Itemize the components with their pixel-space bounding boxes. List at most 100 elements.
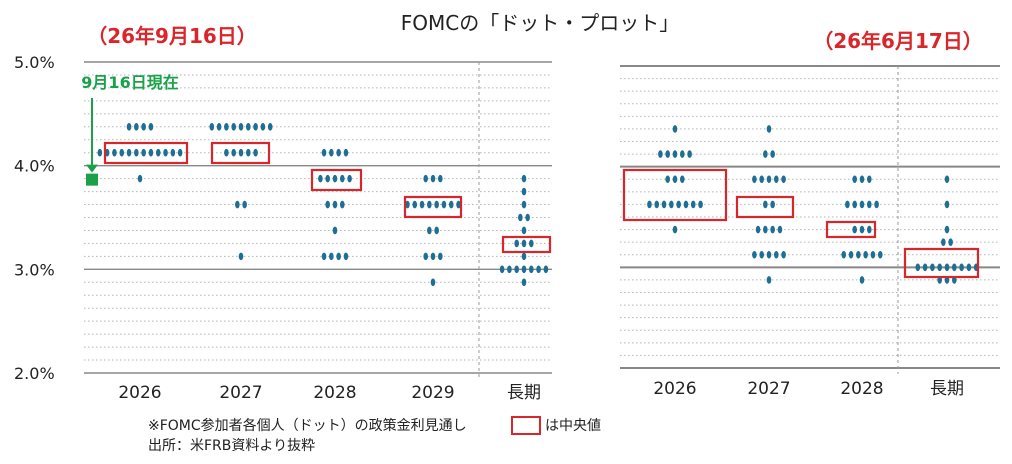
dot — [134, 148, 139, 157]
dot — [672, 225, 678, 234]
dot — [448, 200, 454, 209]
date-label: （26年6月17日） — [813, 29, 983, 53]
dot — [321, 148, 327, 157]
dot — [325, 174, 331, 183]
category-label: 2028 — [840, 379, 883, 399]
dot — [856, 250, 861, 259]
dot — [777, 225, 783, 234]
dot — [665, 175, 670, 184]
dot — [766, 250, 772, 259]
dot — [521, 252, 527, 261]
dot — [521, 265, 527, 274]
dot — [669, 200, 674, 209]
dot — [238, 122, 244, 131]
dot — [763, 150, 768, 158]
dot — [521, 200, 527, 209]
category-label: 2028 — [313, 383, 356, 403]
dot — [521, 239, 527, 248]
dot — [536, 265, 541, 274]
dot — [246, 122, 251, 131]
y-tick-label: 4.0% — [14, 157, 55, 176]
dot — [859, 276, 865, 284]
category-label: 2026 — [118, 383, 161, 403]
dot — [543, 265, 549, 274]
dot — [209, 122, 215, 131]
current-rate-label: 9月16日現在 — [81, 73, 178, 92]
dot — [332, 226, 338, 235]
dot — [499, 265, 505, 274]
dot — [235, 200, 240, 209]
dot — [332, 200, 338, 209]
dot — [430, 174, 436, 183]
dot — [687, 150, 692, 158]
left-panel: 5.0% 4.0% 3.0% 2.0% （26年9月16日） 2026 2027 2028 20… — [14, 24, 552, 403]
footnote-line-2: 出所：米FRB資料より抜粋 — [148, 438, 315, 454]
dot — [529, 265, 534, 274]
dot — [680, 150, 685, 158]
dot — [944, 225, 950, 234]
dot — [930, 263, 935, 272]
y-tick-label: 2.0% — [14, 364, 55, 383]
dot — [412, 200, 418, 209]
category-label: 2027 — [219, 383, 262, 403]
dot — [97, 148, 103, 157]
dot — [332, 174, 338, 183]
dot — [253, 148, 258, 157]
median-box — [622, 168, 728, 222]
date-label: （26年9月16日） — [87, 24, 257, 48]
dot — [680, 175, 685, 184]
dot — [781, 250, 786, 259]
dot — [647, 200, 652, 209]
median-box — [310, 168, 363, 192]
dot — [438, 174, 443, 183]
dot — [521, 226, 527, 235]
dot — [672, 125, 678, 133]
dot — [521, 187, 527, 196]
dot — [867, 225, 872, 234]
dot — [770, 150, 775, 158]
category-label: 長期 — [930, 379, 964, 399]
category-label: 2026 — [653, 379, 696, 399]
dot — [336, 148, 341, 157]
dot — [759, 250, 764, 259]
dot — [347, 174, 352, 183]
dot — [514, 239, 519, 248]
dot — [852, 200, 857, 209]
dot — [944, 263, 950, 272]
dot — [763, 225, 768, 234]
current-rate-marker — [86, 173, 98, 186]
dot — [752, 175, 757, 184]
dot — [658, 150, 663, 158]
dot — [944, 175, 950, 184]
dot — [177, 148, 183, 157]
dot — [877, 250, 883, 259]
dot — [260, 122, 266, 131]
dot — [242, 200, 247, 209]
dot — [774, 175, 779, 184]
dot — [518, 213, 523, 222]
dot — [427, 200, 432, 209]
dot — [759, 175, 764, 184]
dot — [959, 263, 964, 272]
dot — [325, 200, 331, 209]
dot — [430, 278, 436, 287]
dot — [774, 250, 779, 259]
right-panel: （26年6月17日） 2026 2027 2028 長期 — [620, 29, 1000, 399]
dot — [867, 175, 872, 184]
median-box — [825, 220, 877, 239]
dot — [141, 148, 146, 157]
dot — [267, 122, 273, 131]
dot — [238, 148, 244, 157]
dot — [952, 263, 957, 272]
dot — [867, 200, 872, 209]
dot — [683, 200, 689, 209]
dot — [937, 263, 942, 272]
median-box — [501, 235, 552, 254]
dot — [529, 239, 534, 248]
dot — [318, 174, 323, 183]
dot — [845, 200, 850, 209]
footnote: ※FOMC参加者各個人（ドット）の政策金利見通し は中央値 出所：米FRB資料よ… — [148, 416, 601, 454]
dot — [763, 200, 768, 209]
dot — [672, 150, 678, 158]
